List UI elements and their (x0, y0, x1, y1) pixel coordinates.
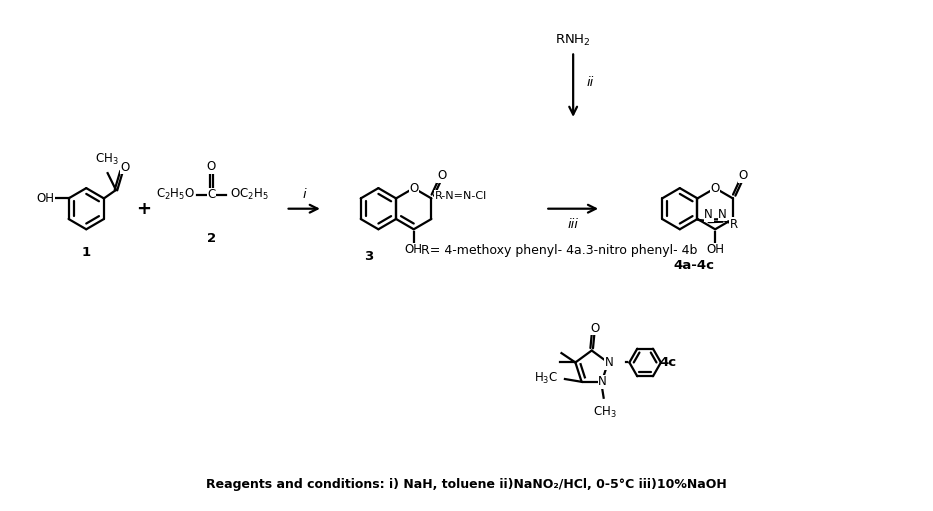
Text: iii: iii (567, 218, 578, 231)
Text: i: i (302, 188, 306, 201)
Text: +: + (136, 200, 151, 218)
Text: CH$_3$: CH$_3$ (592, 405, 617, 421)
Text: R-N=N-Cl: R-N=N-Cl (435, 191, 487, 201)
Text: N: N (605, 356, 613, 369)
Text: Reagents and conditions: i) NaH, toluene ii)NaNO₂/HCl, 0-5°C iii)10%NaOH: Reagents and conditions: i) NaH, toluene… (206, 478, 727, 491)
Text: 1: 1 (82, 246, 91, 259)
Text: R: R (730, 218, 738, 230)
Text: R= 4-methoxy phenyl- 4a.3-nitro phenyl- 4b: R= 4-methoxy phenyl- 4a.3-nitro phenyl- … (421, 244, 698, 258)
Text: O: O (437, 170, 446, 182)
Text: N: N (718, 208, 727, 221)
Text: O: O (738, 170, 747, 182)
Text: 4a-4c: 4a-4c (674, 259, 715, 272)
Text: O: O (711, 181, 719, 195)
Text: O: O (409, 181, 418, 195)
Text: 3: 3 (365, 250, 374, 263)
Text: C: C (207, 188, 216, 201)
Text: N: N (704, 208, 713, 221)
Text: CH$_3$: CH$_3$ (95, 152, 118, 167)
Text: H$_3$C: H$_3$C (535, 370, 559, 386)
Text: O: O (207, 160, 216, 173)
Text: ii: ii (586, 76, 593, 89)
Text: O: O (591, 321, 600, 335)
Text: OH: OH (36, 192, 54, 205)
Text: O: O (120, 160, 130, 174)
Text: 4c: 4c (660, 356, 676, 369)
Text: OH: OH (706, 243, 724, 257)
Text: 2: 2 (207, 232, 216, 245)
Text: OH: OH (405, 243, 423, 257)
Text: RNH$_2$: RNH$_2$ (555, 33, 591, 48)
Text: N: N (598, 376, 607, 388)
Text: C$_2$H$_5$O: C$_2$H$_5$O (156, 187, 195, 202)
Text: OC$_2$H$_5$: OC$_2$H$_5$ (230, 187, 269, 202)
